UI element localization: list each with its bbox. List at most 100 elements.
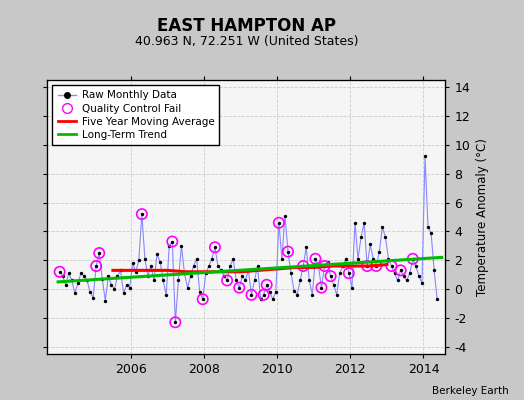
Point [147, 263, 155, 269]
Point [275, 220, 283, 226]
Point [305, 277, 313, 284]
Point [259, 292, 268, 298]
Point [345, 270, 353, 276]
Point [314, 263, 323, 269]
Point [369, 256, 377, 262]
Point [402, 277, 411, 284]
Point [290, 287, 298, 294]
Point [195, 289, 204, 295]
Point [104, 273, 113, 279]
Point [138, 211, 146, 217]
Point [269, 296, 277, 302]
Point [433, 296, 441, 302]
Point [177, 243, 185, 249]
Point [101, 298, 110, 304]
Point [302, 244, 310, 250]
Point [311, 256, 320, 262]
Point [59, 273, 67, 279]
Point [128, 260, 137, 266]
Point [326, 273, 335, 279]
Point [238, 273, 246, 279]
Point [110, 286, 118, 292]
Point [235, 284, 244, 291]
Point [409, 256, 417, 262]
Point [427, 230, 435, 236]
Point [144, 273, 152, 279]
Point [116, 267, 125, 274]
Point [339, 263, 347, 269]
Point [235, 284, 244, 291]
Point [211, 244, 219, 250]
Point [278, 256, 286, 262]
Point [68, 277, 76, 284]
Point [387, 263, 396, 269]
Point [333, 292, 341, 298]
Point [123, 282, 131, 288]
Point [220, 273, 228, 279]
Point [71, 290, 79, 297]
Point [263, 282, 271, 288]
Point [348, 284, 356, 291]
Point [357, 234, 365, 240]
Point [89, 294, 97, 301]
Point [174, 277, 182, 284]
Point [80, 273, 88, 279]
Point [378, 224, 387, 230]
Point [159, 277, 167, 284]
Point [335, 270, 344, 276]
Y-axis label: Temperature Anomaly (°C): Temperature Anomaly (°C) [476, 138, 489, 296]
Point [119, 290, 128, 297]
Point [168, 238, 177, 245]
Point [414, 273, 423, 279]
Point [384, 256, 392, 262]
Point [211, 244, 219, 250]
Point [323, 258, 332, 265]
Point [132, 269, 140, 275]
Point [247, 292, 256, 298]
Point [308, 292, 316, 298]
Point [214, 263, 222, 269]
Point [412, 263, 420, 269]
Point [183, 284, 192, 291]
Point [187, 273, 195, 279]
Point [372, 263, 380, 269]
Point [61, 282, 70, 288]
Point [317, 284, 325, 291]
Point [394, 277, 402, 284]
Point [263, 282, 271, 288]
Point [366, 241, 375, 248]
Point [275, 220, 283, 226]
Point [354, 256, 362, 262]
Point [351, 220, 359, 226]
Point [153, 251, 161, 258]
Text: Berkeley Earth: Berkeley Earth [432, 386, 508, 396]
Point [95, 250, 103, 256]
Point [397, 267, 405, 274]
Point [171, 319, 180, 326]
Point [156, 258, 165, 265]
Point [189, 263, 198, 269]
Point [299, 263, 308, 269]
Point [192, 256, 201, 262]
Point [150, 277, 158, 284]
Point [253, 263, 261, 269]
Point [92, 263, 101, 269]
Point [375, 248, 384, 255]
Text: 40.963 N, 72.251 W (United States): 40.963 N, 72.251 W (United States) [135, 36, 358, 48]
Point [199, 296, 207, 302]
Point [387, 263, 396, 269]
Legend: Raw Monthly Data, Quality Control Fail, Five Year Moving Average, Long-Term Tren: Raw Monthly Data, Quality Control Fail, … [52, 85, 220, 145]
Point [244, 267, 253, 274]
Point [293, 292, 301, 298]
Point [317, 284, 325, 291]
Point [390, 270, 399, 276]
Point [56, 269, 64, 275]
Point [345, 270, 353, 276]
Point [162, 292, 170, 298]
Point [330, 282, 338, 288]
Point [406, 270, 414, 276]
Point [372, 263, 380, 269]
Point [141, 256, 149, 262]
Point [430, 267, 439, 274]
Point [125, 284, 134, 291]
